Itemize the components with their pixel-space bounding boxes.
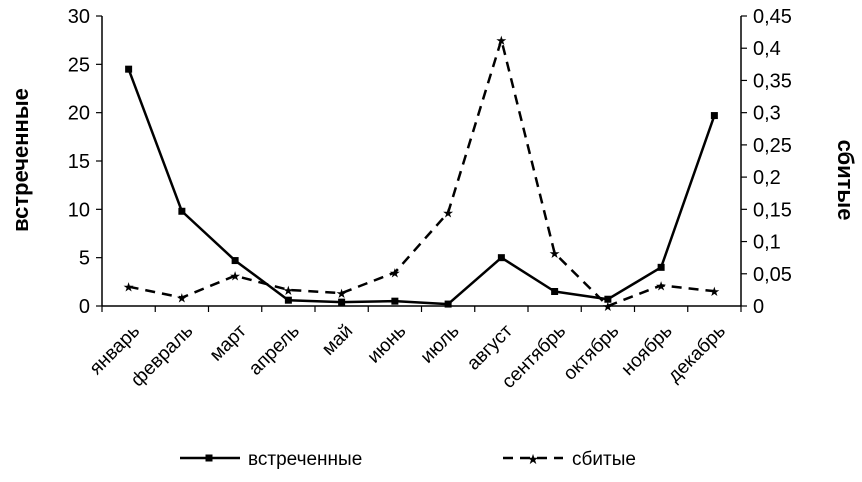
y2-tick-label: 0,4 <box>753 38 781 60</box>
y2-tick-label: 0,2 <box>753 167 781 189</box>
data-point: ★ <box>655 279 667 294</box>
y2-tick-label: 0,1 <box>753 232 781 254</box>
y2-tick-label: 0,3 <box>753 103 781 125</box>
data-point: ★ <box>176 292 188 307</box>
y-tick-label: 25 <box>68 54 90 76</box>
y2-tick-label: 0,45 <box>753 6 792 28</box>
y2-tick-label: 0,35 <box>753 70 792 92</box>
legend: встреченные ★ сбитые <box>180 449 636 470</box>
series-line-0 <box>127 68 716 306</box>
data-point <box>338 298 346 306</box>
data-point: ★ <box>389 266 401 281</box>
y2-tick-label: 0,05 <box>753 264 792 286</box>
y-tick-label: 30 <box>68 6 90 28</box>
data-point: ★ <box>496 34 508 49</box>
y-tick-label: 10 <box>68 199 90 221</box>
data-point: ★ <box>336 287 348 302</box>
data-point <box>391 297 399 305</box>
data-point: ★ <box>442 207 454 222</box>
legend-marker-vstrechennye <box>205 454 213 462</box>
legend-label-vstrechennye: встреченные <box>248 449 362 470</box>
x-tick-label: декабрь <box>664 321 730 387</box>
data-point <box>710 112 718 120</box>
data-point: ★ <box>709 285 721 300</box>
x-tick-label: июль <box>417 321 464 368</box>
x-tick-label: март <box>206 320 251 365</box>
y-tick-label: 15 <box>68 151 90 173</box>
data-point <box>231 257 239 265</box>
legend-label-sbitye: сбитые <box>572 449 636 470</box>
x-tick-label: май <box>318 321 357 360</box>
y-tick-label: 0 <box>79 296 90 318</box>
data-point <box>284 296 292 304</box>
data-point <box>444 300 452 308</box>
data-point: ★ <box>229 270 241 285</box>
data-point <box>125 65 133 73</box>
data-point: ★ <box>123 281 135 296</box>
y2-tick-label: 0,15 <box>753 199 792 221</box>
y-tick-label: 5 <box>79 248 90 270</box>
x-tick-label: октябрь <box>559 321 623 385</box>
y2-axis-title: сбитые <box>833 140 858 221</box>
data-point <box>657 263 665 271</box>
x-tick-label: июнь <box>364 321 411 368</box>
data-point: ★ <box>283 284 295 299</box>
data-point: ★ <box>602 300 614 315</box>
data-point <box>497 254 505 262</box>
y2-tick-label: 0,25 <box>753 135 792 157</box>
series-line-1 <box>128 38 715 308</box>
y-axis-title: встреченные <box>8 88 33 232</box>
data-point <box>604 295 612 303</box>
legend-marker-sbitye: ★ <box>527 452 540 468</box>
y-tick-label: 20 <box>68 103 90 125</box>
data-point <box>178 207 186 215</box>
data-point: ★ <box>549 247 561 262</box>
y2-tick-label: 0 <box>753 296 764 318</box>
x-tick-label: апрель <box>245 321 304 380</box>
data-point <box>551 288 559 295</box>
